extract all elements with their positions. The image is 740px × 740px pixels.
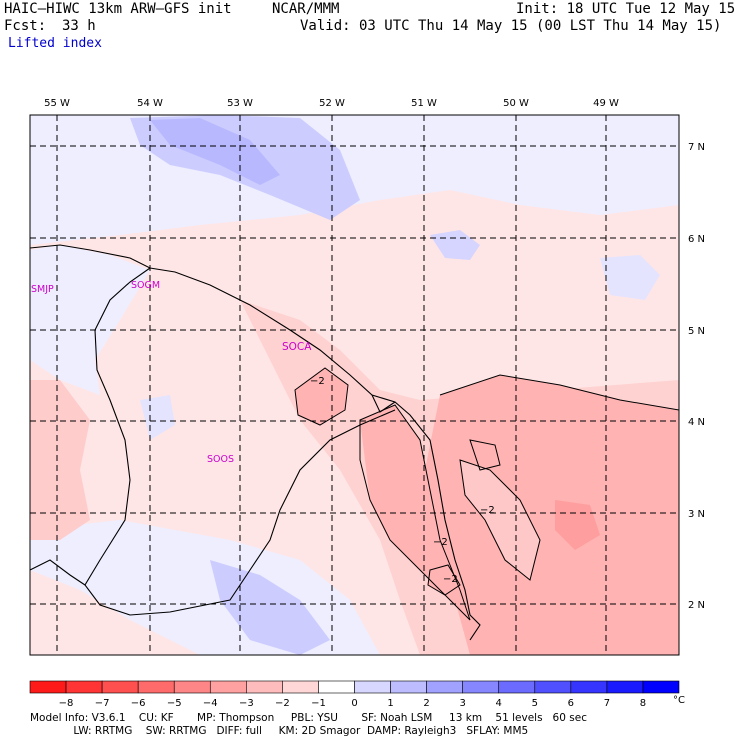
- model-info-line2: LW: RRTMG SW: RRTMG DIFF: full KM: 2D Sm…: [30, 725, 529, 737]
- organization: NCAR/MMM: [272, 1, 340, 17]
- colorbar-swatch: [534, 680, 572, 694]
- station-label: SOOS: [207, 454, 234, 465]
- lat-label: 5 N: [688, 326, 705, 337]
- colorbar: −8 −7 −6 −5 −4 −3 −2 −1 0 1 2 3 4 5 6 7 8 °C: [29, 680, 685, 709]
- model-title: HAIC–HIWC 13km ARW–GFS init: [4, 1, 232, 17]
- colorbar-swatches: [29, 680, 680, 694]
- colorbar-tick-label: −4: [203, 698, 218, 709]
- colorbar-swatch: [426, 680, 463, 694]
- longitude-labels: 55 W 54 W 53 W 52 W 51 W 50 W 49 W: [44, 98, 619, 109]
- colorbar-swatch: [101, 680, 139, 694]
- contour-label: −2: [443, 574, 458, 585]
- colorbar-tick-label: 3: [459, 698, 465, 709]
- colorbar-tick-label: −8: [59, 698, 74, 709]
- lat-label: 2 N: [688, 600, 705, 611]
- colorbar-tick-label: −5: [167, 698, 182, 709]
- init-time: Init: 18 UTC Tue 12 May 15: [516, 1, 736, 17]
- latitude-labels: 7 N 6 N 5 N 4 N 3 N 2 N: [688, 142, 705, 611]
- lat-lon-grid: [30, 115, 679, 655]
- colorbar-tick-label: 0: [351, 698, 357, 709]
- colorbar-swatch: [318, 680, 355, 694]
- lat-label: 3 N: [688, 509, 705, 520]
- lon-label: 50 W: [503, 98, 529, 109]
- pink-west: [30, 380, 90, 540]
- station-label: SMJP: [31, 284, 54, 295]
- colorbar-swatch: [354, 680, 391, 694]
- blue-core-north: [150, 118, 280, 185]
- colorbar-tick-label: −2: [275, 698, 290, 709]
- colorbar-tick-label: −1: [311, 698, 326, 709]
- contour-labels: −2 −2 −2 −2: [310, 376, 495, 585]
- colorbar-ticks: −8 −7 −6 −5 −4 −3 −2 −1 0 1 2 3 4 5 6 7 8: [59, 698, 646, 709]
- lon-label: 51 W: [411, 98, 437, 109]
- lat-label: 7 N: [688, 142, 705, 153]
- colorbar-tick-label: 5: [532, 698, 538, 709]
- colorbar-tick-label: 6: [568, 698, 574, 709]
- forecast-label: Fcst:: [4, 18, 47, 34]
- lon-label: 53 W: [227, 98, 253, 109]
- colorbar-swatch: [390, 680, 427, 694]
- colorbar-swatch: [570, 680, 608, 694]
- colorbar-tick-label: 4: [496, 698, 502, 709]
- lat-label: 6 N: [688, 234, 705, 245]
- colorbar-tick-label: −6: [131, 698, 146, 709]
- colorbar-swatch: [462, 680, 500, 694]
- field-name: Lifted index: [8, 36, 102, 51]
- valid-time: Valid: 03 UTC Thu 14 May 15 (00 LST Thu …: [300, 18, 722, 34]
- lifted-index-field: [30, 115, 679, 655]
- colorbar-unit: °C: [673, 695, 685, 706]
- lon-label: 54 W: [137, 98, 163, 109]
- colorbar-swatch: [137, 680, 175, 694]
- colorbar-swatch: [65, 680, 103, 694]
- colorbar-tick-label: 7: [604, 698, 610, 709]
- forecast-hour: 33 h: [62, 18, 96, 34]
- colorbar-tick-label: −7: [95, 698, 110, 709]
- lon-label: 49 W: [593, 98, 619, 109]
- contours-minus-2: [294, 367, 679, 621]
- colorbar-swatch: [282, 680, 319, 694]
- lifted-min-region-east: [425, 375, 679, 655]
- lat-label: 4 N: [688, 417, 705, 428]
- model-info-line1: Model Info: V3.6.1 CU: KF MP: Thompson P…: [30, 712, 587, 724]
- colorbar-swatch: [29, 680, 67, 694]
- colorbar-swatch: [173, 680, 211, 694]
- lifted-peak-area: [555, 500, 600, 550]
- colorbar-swatch: [246, 680, 283, 694]
- colorbar-tick-label: −3: [239, 698, 254, 709]
- lifted-min-region-socа: [295, 368, 348, 425]
- coastline-and-borders: [30, 244, 481, 641]
- lifted-relief-band: [460, 460, 540, 580]
- colorbar-swatch: [606, 680, 644, 694]
- colorbar-tick-label: 2: [423, 698, 429, 709]
- contour-label: −2: [433, 537, 448, 548]
- contour-label: −2: [310, 376, 325, 387]
- colorbar-swatch: [209, 680, 247, 694]
- colorbar-tick-label: 8: [640, 698, 646, 709]
- blue-land-west: [30, 245, 150, 395]
- map-frame: [29, 114, 680, 656]
- station-labels: SMJP SOGM SOCA SOOS: [31, 280, 312, 465]
- colorbar-swatch: [642, 680, 680, 694]
- blue-patch-inland: [140, 395, 175, 440]
- contour-label: −2: [480, 505, 495, 516]
- colorbar-tick-label: 1: [387, 698, 393, 709]
- station-label: SOGM: [131, 280, 160, 291]
- blue-patch-south: [210, 560, 330, 655]
- station-label: SOCA: [282, 341, 312, 353]
- colorbar-swatch: [498, 680, 536, 694]
- lon-label: 55 W: [44, 98, 70, 109]
- lon-label: 52 W: [319, 98, 345, 109]
- blue-patch-ne: [600, 255, 660, 300]
